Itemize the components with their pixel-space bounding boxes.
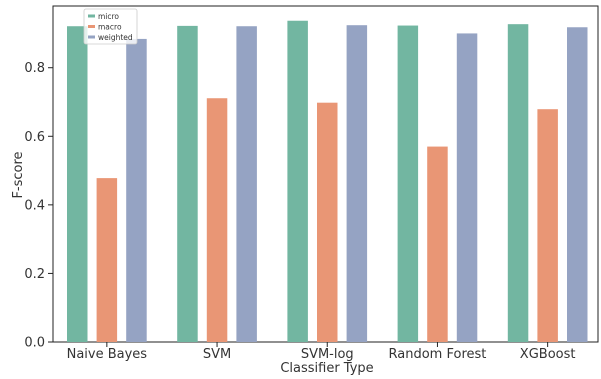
x-axis-label: Classifier Type (280, 361, 373, 376)
bar-micro-1 (177, 25, 198, 343)
bar-macro-1 (206, 98, 228, 342)
legend-box (83, 8, 138, 45)
bar-micro-2 (287, 20, 308, 342)
x-tick-label: Random Forest (389, 347, 487, 362)
bar-weighted-4 (567, 27, 588, 343)
bar-macro-0 (96, 178, 118, 342)
y-tick-label: 0.2 (24, 267, 45, 282)
x-tick-label: XGBoost (520, 347, 576, 362)
bar-macro-4 (537, 109, 558, 342)
y-axis: 0.0 0.2 0.4 0.6 0.8 (24, 61, 53, 351)
bar-micro-3 (397, 25, 419, 343)
bar-weighted-1 (236, 26, 257, 342)
bar-macro-3 (427, 146, 448, 342)
legend-label-weighted: weighted (98, 33, 133, 42)
legend-label-micro: micro (98, 12, 119, 21)
bar-weighted-0 (126, 38, 147, 343)
legend-swatch-weighted (88, 35, 95, 39)
y-tick-label: 0.0 (24, 336, 45, 351)
y-axis-label: F-score (11, 151, 26, 198)
y-tick-label: 0.4 (24, 198, 45, 213)
legend-label-macro: macro (98, 23, 122, 32)
bar-weighted-2 (346, 25, 368, 342)
bar-weighted-3 (456, 33, 478, 343)
x-axis: Naive Bayes SVM SVM-log Random Forest XGBoos… (67, 342, 576, 362)
bar-micro-0 (67, 26, 88, 342)
x-tick-label: Naive Bayes (67, 347, 148, 362)
bar-macro-2 (317, 102, 338, 342)
x-tick-label: SVM-log (301, 347, 354, 362)
bars (67, 20, 588, 343)
bar-micro-4 (507, 24, 529, 343)
legend-swatch-macro (88, 25, 95, 28)
y-tick-label: 0.8 (24, 61, 45, 76)
x-tick-label: SVM (203, 347, 231, 362)
y-tick-label: 0.6 (24, 130, 45, 145)
legend-swatch-micro (88, 14, 95, 18)
